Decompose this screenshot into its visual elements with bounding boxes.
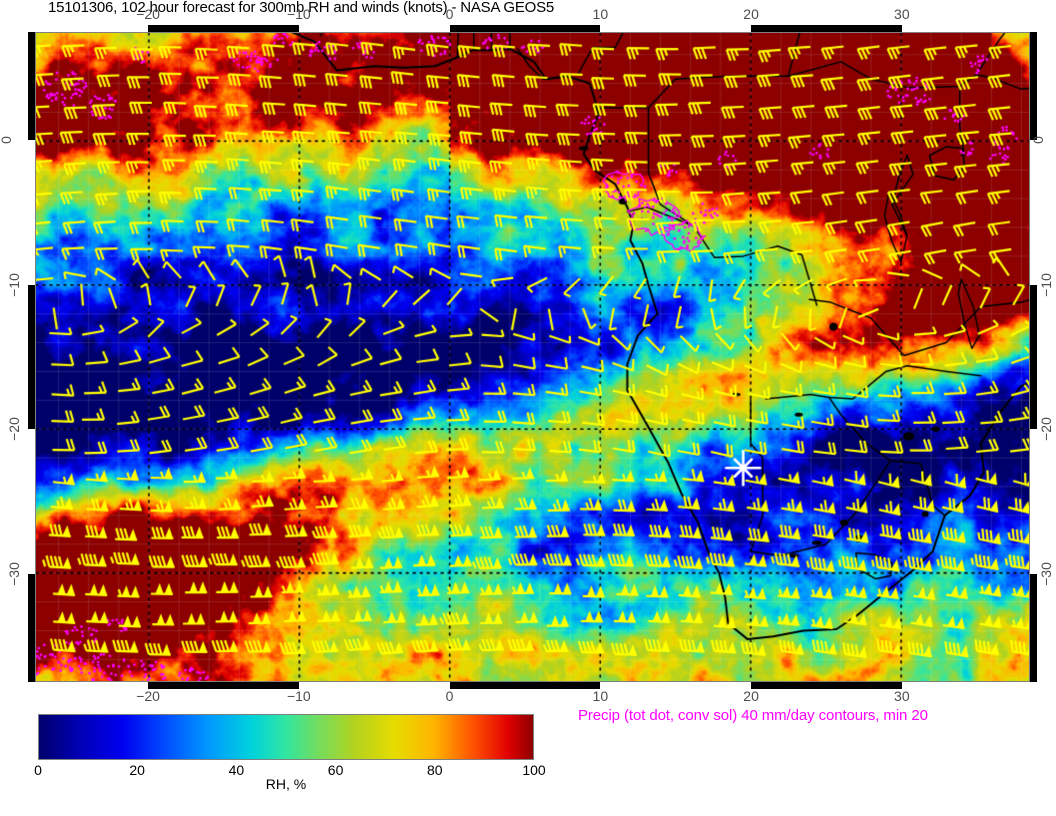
- x-tick-bottom--20: −20: [136, 688, 160, 704]
- y-tick-left--10: −10: [5, 272, 22, 297]
- axis-bottom: [35, 682, 1030, 689]
- axis-right: [1030, 32, 1037, 682]
- axis-top: [35, 25, 1030, 32]
- x-tick-bottom-20: 20: [743, 688, 759, 704]
- x-tick-top--10: −10: [286, 6, 311, 22]
- x-tick-top-30: 30: [894, 6, 910, 22]
- colorbar-gradient: [39, 715, 533, 759]
- x-tick-bottom-30: 30: [894, 688, 910, 704]
- x-tick-top--20: −20: [136, 6, 160, 22]
- x-tick-top-10: 10: [592, 6, 609, 22]
- colorbar-tick-0: 0: [34, 762, 42, 778]
- y-tick-right-0: 0: [1029, 136, 1046, 145]
- x-tick-bottom--10: −10: [286, 688, 311, 704]
- y-tick-left--30: −30: [5, 561, 22, 586]
- colorbar: [38, 714, 534, 760]
- page-title: 15101306, 102 hour forecast for 300mb RH…: [48, 0, 555, 16]
- colorbar-tick-20: 20: [129, 762, 145, 778]
- y-tick-left--20: −20: [5, 417, 22, 442]
- y-tick-right--30: −30: [1037, 561, 1054, 586]
- x-tick-bottom-10: 10: [592, 688, 609, 704]
- colorbar-tick-40: 40: [228, 762, 245, 778]
- x-tick-top-20: 20: [743, 6, 759, 22]
- rh-wind-map-canvas[interactable]: [36, 33, 1029, 681]
- colorbar-title: RH, %: [265, 776, 307, 792]
- axis-left: [28, 32, 35, 682]
- map-plot-area[interactable]: [35, 32, 1030, 682]
- colorbar-tick-60: 60: [327, 762, 344, 778]
- y-tick-left-0: 0: [0, 136, 14, 144]
- x-tick-bottom-0: 0: [445, 688, 454, 704]
- colorbar-tick-100: 100: [522, 762, 546, 778]
- precip-legend-text: Precip (tot dot, conv sol) 40 mm/day con…: [578, 707, 928, 724]
- colorbar-tick-80: 80: [427, 762, 443, 778]
- y-tick-right--20: −20: [1037, 417, 1054, 442]
- x-tick-top-0: 0: [445, 6, 454, 22]
- y-tick-right--10: −10: [1037, 272, 1054, 297]
